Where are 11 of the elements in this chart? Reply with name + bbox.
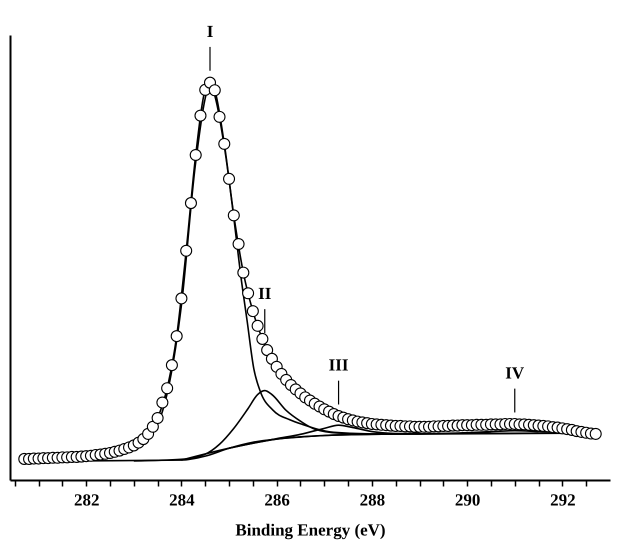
annotation: IV <box>505 364 525 383</box>
x-tick-label: 284 <box>169 490 196 510</box>
x-tick-label: 292 <box>550 490 576 510</box>
x-tick-label: 282 <box>74 490 100 510</box>
x-tick-label: 290 <box>454 490 480 510</box>
annotation: I <box>206 22 214 41</box>
x-tick-label: 286 <box>264 490 290 510</box>
x-tick-label: 288 <box>360 490 386 510</box>
annotation: II <box>258 284 272 304</box>
annotation: III <box>328 356 349 375</box>
x-axis-title: Binding Energy (eV) <box>235 520 386 540</box>
